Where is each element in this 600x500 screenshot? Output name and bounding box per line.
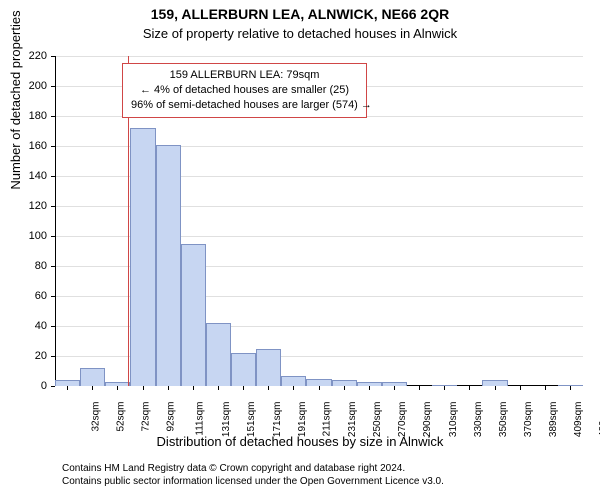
x-tick [67,386,68,390]
y-tick-label: 20 [0,350,47,362]
x-tick-label: 72sqm [140,402,151,432]
y-tick-label: 180 [0,110,47,122]
y-tick [51,356,55,357]
x-tick-label: 191sqm [297,402,308,438]
gridline [55,56,583,57]
x-tick-label: 370sqm [523,402,534,438]
y-tick-label: 0 [0,380,47,392]
x-tick [92,386,93,390]
y-tick-label: 40 [0,320,47,332]
footer-line: Contains HM Land Registry data © Crown c… [62,462,444,475]
x-tick-label: 131sqm [221,402,232,438]
x-tick [168,386,169,390]
x-tick [394,386,395,390]
histogram-bar [256,349,281,387]
histogram-bar [231,353,256,386]
x-tick-label: 171sqm [272,402,283,438]
x-tick-label: 92sqm [166,402,177,432]
histogram-bar [130,128,155,386]
x-tick [218,386,219,390]
y-tick [51,146,55,147]
y-tick-label: 220 [0,50,47,62]
y-tick [51,266,55,267]
x-tick-label: 231sqm [347,402,358,438]
page-subtitle: Size of property relative to detached ho… [0,26,600,41]
x-axis-label: Distribution of detached houses by size … [0,434,600,449]
page-title: 159, ALLERBURN LEA, ALNWICK, NE66 2QR [0,6,600,22]
x-tick [444,386,445,390]
y-tick [51,56,55,57]
histogram-bar [306,379,331,387]
x-tick [243,386,244,390]
y-tick-label: 120 [0,200,47,212]
histogram-bar [80,368,105,386]
info-box-line: 159 ALLERBURN LEA: 79sqm [131,68,358,83]
y-tick-label: 200 [0,80,47,92]
x-tick [495,386,496,390]
x-tick [419,386,420,390]
y-tick [51,206,55,207]
x-tick [193,386,194,390]
y-tick [51,86,55,87]
x-tick-label: 250sqm [372,402,383,438]
x-tick-label: 290sqm [423,402,434,438]
x-tick [344,386,345,390]
y-tick [51,176,55,177]
x-tick-label: 151sqm [247,402,258,438]
x-tick-label: 211sqm [321,402,332,437]
y-tick [51,296,55,297]
x-tick [319,386,320,390]
y-tick-label: 140 [0,170,47,182]
y-tick [51,116,55,117]
y-tick [51,386,55,387]
x-tick-label: 409sqm [573,402,584,438]
x-tick [143,386,144,390]
x-tick [293,386,294,390]
y-tick-label: 60 [0,290,47,302]
x-tick-label: 52sqm [115,402,126,432]
x-tick-label: 32sqm [90,402,101,432]
x-tick [570,386,571,390]
histogram-bar [181,244,206,387]
x-tick [469,386,470,390]
info-box-line: 96% of semi-detached houses are larger (… [131,98,358,113]
footer-line: Contains public sector information licen… [62,475,444,488]
x-tick [369,386,370,390]
x-tick-label: 310sqm [448,402,459,438]
x-tick [117,386,118,390]
x-tick-label: 111sqm [195,402,206,436]
x-tick [268,386,269,390]
x-tick-label: 270sqm [397,402,408,438]
y-axis-line [55,56,56,386]
x-tick [545,386,546,390]
x-tick [520,386,521,390]
property-info-box: 159 ALLERBURN LEA: 79sqm← 4% of detached… [122,63,367,118]
y-tick-label: 160 [0,140,47,152]
y-tick [51,326,55,327]
info-box-line: ← 4% of detached houses are smaller (25) [131,83,358,98]
y-tick-label: 80 [0,260,47,272]
x-tick-label: 330sqm [473,402,484,438]
y-tick-label: 100 [0,230,47,242]
x-tick-label: 350sqm [498,402,509,438]
x-tick-label: 389sqm [548,402,559,438]
histogram-bar [281,376,306,387]
y-tick [51,236,55,237]
footer-attribution: Contains HM Land Registry data © Crown c… [62,462,444,488]
histogram-bar [206,323,231,386]
histogram-bar [156,145,181,387]
